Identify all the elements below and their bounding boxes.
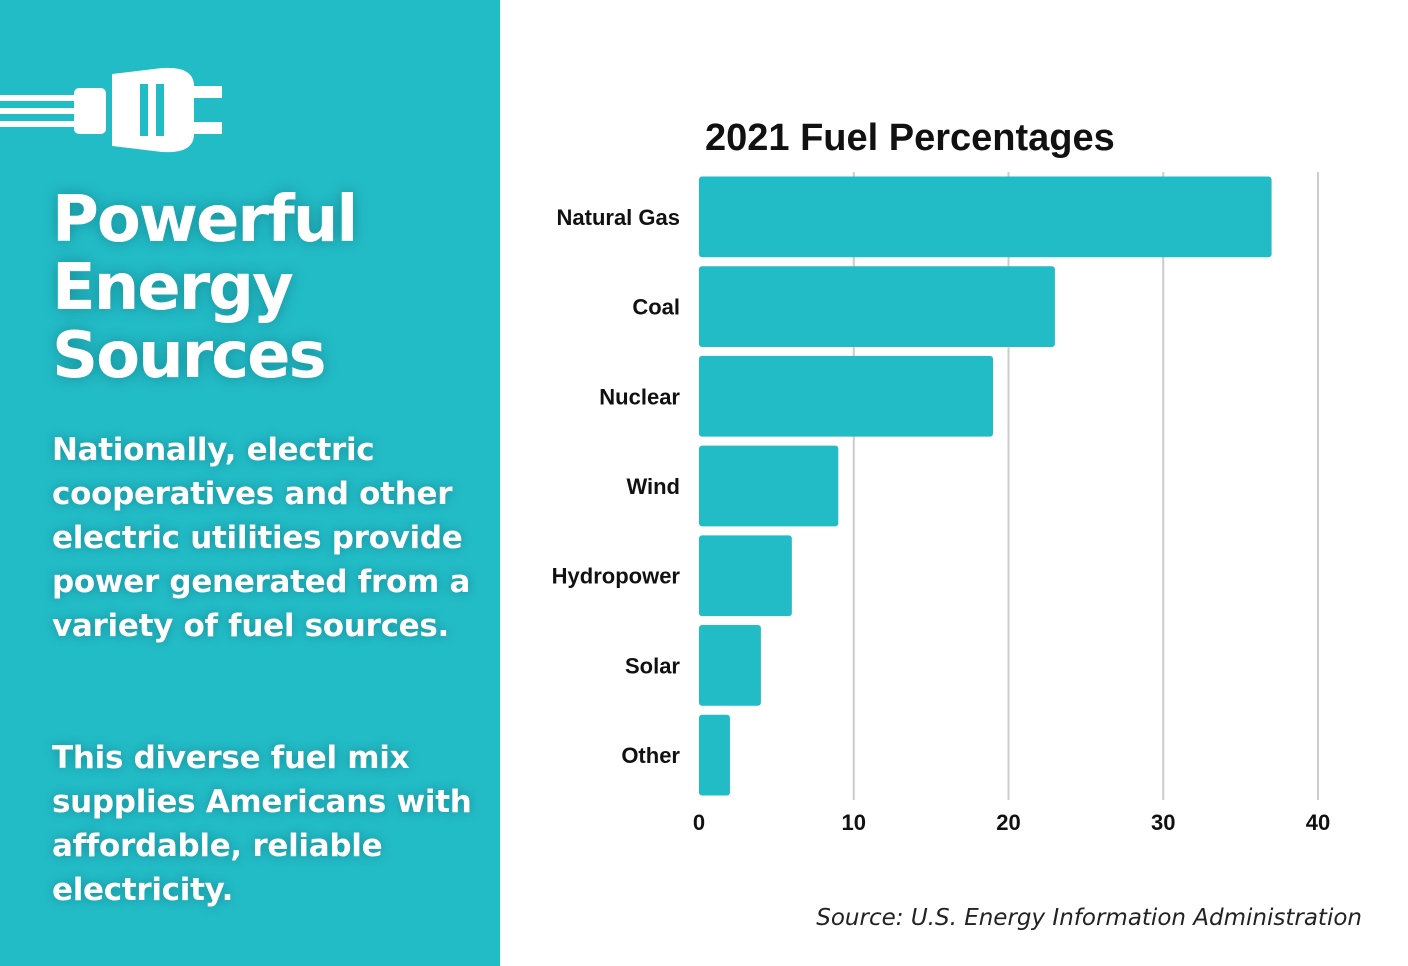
bar-wind (699, 445, 839, 527)
x-tick-label: 20 (996, 810, 1020, 835)
fuel-percentages-chart: 2021 Fuel Percentages Natural Gas Coal Nuc… (552, 117, 1362, 931)
summary-paragraph: This diverse fuel mix supplies Americans… (52, 740, 472, 908)
headline-line-3: Sources (52, 319, 327, 393)
category-label: Hydropower (552, 564, 681, 589)
bar-coal (699, 266, 1055, 347)
x-tick-label: 0 (693, 810, 705, 835)
bar-other (699, 714, 730, 796)
x-tick-label: 30 (1151, 810, 1175, 835)
x-axis-ticks: 0 10 20 30 40 (693, 810, 1330, 835)
bar-hydropower (699, 535, 792, 617)
power-plug-icon (0, 67, 222, 153)
category-label: Solar (625, 653, 680, 678)
left-panel: Powerful Energy Sources Nationally, elec… (0, 0, 500, 966)
bar-natural-gas (699, 176, 1272, 258)
category-label: Wind (626, 474, 680, 499)
headline-line-1: Powerful (52, 183, 358, 257)
x-tick-label: 10 (842, 810, 866, 835)
category-label: Natural Gas (557, 205, 681, 230)
bar-solar (699, 625, 761, 706)
bar-nuclear (699, 355, 994, 437)
category-labels: Natural Gas Coal Nuclear Wind Hydropower Sola… (552, 205, 681, 768)
category-label: Other (621, 743, 680, 768)
intro-paragraph: Nationally, electric cooperatives and ot… (52, 432, 471, 644)
x-tick-label: 40 (1306, 810, 1330, 835)
category-label: Nuclear (599, 384, 680, 409)
headline: Powerful Energy Sources (52, 186, 492, 390)
source-note: Source: U.S. Energy Information Administ… (816, 905, 1362, 931)
bars (699, 176, 1272, 796)
headline-line-2: Energy (52, 251, 294, 325)
chart-title: 2021 Fuel Percentages (705, 117, 1115, 159)
category-label: Coal (632, 295, 680, 320)
